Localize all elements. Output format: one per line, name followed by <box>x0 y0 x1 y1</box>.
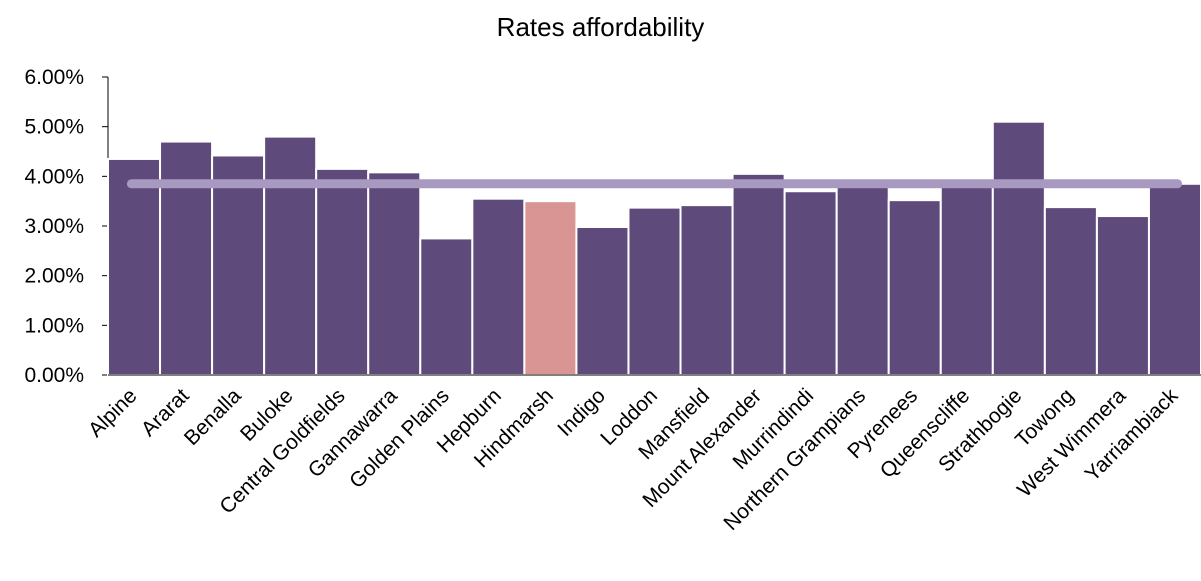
bar <box>733 174 785 375</box>
bar <box>108 159 160 375</box>
bar <box>993 122 1045 375</box>
bar <box>472 199 524 375</box>
bar <box>160 142 212 375</box>
bar <box>628 208 680 375</box>
bar <box>681 205 733 375</box>
y-tick-label: 5.00% <box>24 116 84 139</box>
bar <box>785 191 837 375</box>
bar <box>837 184 889 375</box>
bar <box>316 169 368 375</box>
y-tick-label: 0.00% <box>24 364 84 387</box>
bar <box>524 201 576 375</box>
x-tick-label: Alpine <box>84 384 142 442</box>
bar <box>576 227 628 375</box>
bars <box>108 122 1201 375</box>
bar <box>941 184 993 375</box>
x-tick-label: Yarriambiack <box>1081 384 1183 486</box>
y-tick-label: 2.00% <box>24 265 84 288</box>
bar <box>420 238 472 375</box>
y-tick-label: 4.00% <box>24 165 84 188</box>
bar <box>1149 184 1201 375</box>
bar <box>264 137 316 375</box>
bar <box>1097 216 1149 375</box>
y-tick-label: 3.00% <box>24 215 84 238</box>
bar <box>368 172 420 375</box>
bar <box>212 155 264 375</box>
x-tick-label: Benalla <box>180 384 246 450</box>
bar <box>889 200 941 375</box>
bar <box>1045 207 1097 375</box>
y-axis: 0.00% 1.00% 2.00% 3.00% 4.00% 5.00% 6.00% <box>24 66 108 387</box>
y-tick-label: 6.00% <box>24 66 84 89</box>
y-tick-label: 1.00% <box>24 314 84 337</box>
